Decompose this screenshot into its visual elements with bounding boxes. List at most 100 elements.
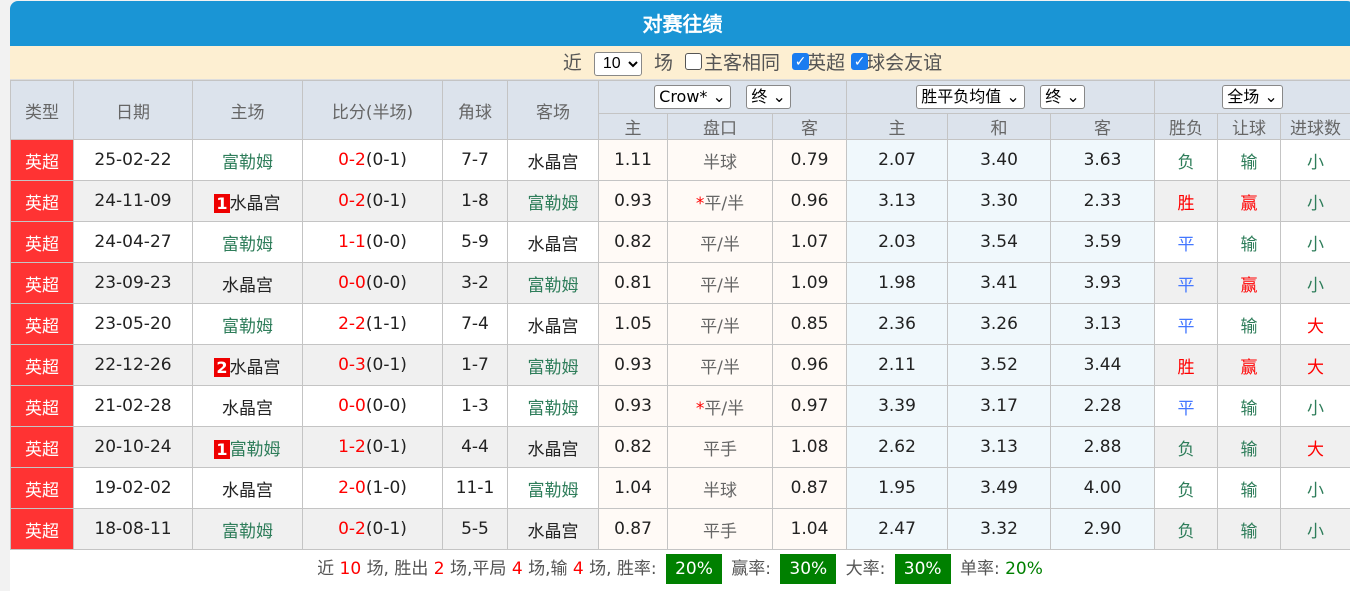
home-team-cell[interactable]: 富勒姆 [193,140,303,181]
result-win-loss: 胜 [1155,345,1218,386]
odds-type-select[interactable]: 胜平负均值 ⌄ [916,85,1025,109]
away-team[interactable]: 富勒姆 [508,181,599,222]
home-team: 富勒姆 [222,235,273,255]
odds-away: 2.88 [1051,427,1155,468]
odds-home: 2.07 [847,140,948,181]
home-team-cell[interactable]: 富勒姆 [193,222,303,263]
friendly-checkbox[interactable]: ✓ [851,53,868,70]
handicap-line: 平/半 [700,317,740,337]
result-goals: 大 [1281,345,1350,386]
odds-type-value: 胜平负均值 [921,87,1001,106]
company-select[interactable]: Crow* ⌄ [654,85,731,109]
league-checkbox[interactable]: ✓ [792,53,809,70]
handicap-home-odds: 0.81 [599,263,668,304]
result-goals: 小 [1281,181,1350,222]
home-team: 水晶宫 [230,358,281,378]
summary-text: 场,输 [528,559,567,579]
home-team-cell[interactable]: 富勒姆 [193,304,303,345]
result-handicap: 输 [1218,304,1281,345]
corners: 1-8 [443,181,508,222]
away-team[interactable]: 富勒姆 [508,468,599,509]
home-team: 水晶宫 [230,194,281,214]
summary-wins: 2 [434,559,445,579]
full-score: 2-0 [338,478,366,498]
odds-home: 2.11 [847,345,948,386]
match-date: 18-08-11 [74,509,193,550]
corners: 11-1 [443,468,508,509]
away-team[interactable]: 水晶宫 [508,427,599,468]
away-team[interactable]: 水晶宫 [508,304,599,345]
handicap-controls: Crow* ⌄ 终 ⌄ [599,81,847,114]
handicap-line: 半球 [703,153,737,173]
summary-text: 场, 胜率: [589,559,657,579]
half-score: (0-1) [366,150,407,170]
home-team-cell[interactable]: 富勒姆 [193,509,303,550]
away-team[interactable]: 富勒姆 [508,263,599,304]
home-team-cell[interactable]: 水晶宫 [193,263,303,304]
handicap-home-odds: 0.93 [599,345,668,386]
odds-home: 2.47 [847,509,948,550]
league-badge[interactable]: 英超 [11,181,74,222]
head-to-head-panel: 对赛往绩 近 10 场 主客相同 ✓英超 ✓球会友谊 类型 日期 主场 比分(半… [10,1,1350,591]
home-team-cell[interactable]: 水晶宫 [193,386,303,427]
handicap-away-odds: 1.07 [773,222,847,263]
league-badge[interactable]: 英超 [11,263,74,304]
result-win-loss: 负 [1155,140,1218,181]
league-badge[interactable]: 英超 [11,509,74,550]
handicap-stage-select[interactable]: 终 ⌄ [746,85,791,109]
odds-away: 3.63 [1051,140,1155,181]
league-badge[interactable]: 英超 [11,304,74,345]
league-badge[interactable]: 英超 [11,427,74,468]
score-cell: 0-0(0-0) [303,263,443,304]
home-team-cell[interactable]: 水晶宫 [193,468,303,509]
away-team[interactable]: 水晶宫 [508,140,599,181]
company-select-value: Crow* [659,87,707,106]
handicap-line: 平/半 [700,235,740,255]
odds-draw: 3.17 [948,386,1051,427]
half-score: (0-1) [366,519,407,539]
result-handicap: 赢 [1218,345,1281,386]
odds-draw: 3.52 [948,345,1051,386]
odds-draw: 3.40 [948,140,1051,181]
away-team[interactable]: 富勒姆 [508,345,599,386]
chevron-down-icon: ⌄ [1066,87,1079,106]
corners: 1-7 [443,345,508,386]
away-team[interactable]: 水晶宫 [508,509,599,550]
away-team[interactable]: 水晶宫 [508,222,599,263]
league-badge[interactable]: 英超 [11,140,74,181]
league-badge[interactable]: 英超 [11,468,74,509]
odds-stage-select[interactable]: 终 ⌄ [1040,85,1085,109]
match-count-select[interactable]: 10 [594,52,642,76]
away-team[interactable]: 富勒姆 [508,386,599,427]
odds-draw: 3.13 [948,427,1051,468]
league-badge[interactable]: 英超 [11,345,74,386]
handicap-line-cell: *平/半 [668,386,773,427]
result-handicap: 输 [1218,140,1281,181]
league-badge[interactable]: 英超 [11,222,74,263]
same-home-checkbox[interactable] [685,53,702,70]
league-badge[interactable]: 英超 [11,386,74,427]
score-cell: 0-2(0-1) [303,181,443,222]
chevron-down-icon: ⌄ [772,87,785,106]
col-score: 比分(半场) [303,81,443,140]
odds-home: 1.98 [847,263,948,304]
result-win-loss: 平 [1155,222,1218,263]
period-select[interactable]: 全场 ⌄ [1222,85,1283,109]
handicap-line-cell: 平/半 [668,345,773,386]
col-odds-draw: 和 [948,114,1051,140]
home-team: 水晶宫 [222,399,273,419]
result-controls: 全场 ⌄ [1155,81,1350,114]
